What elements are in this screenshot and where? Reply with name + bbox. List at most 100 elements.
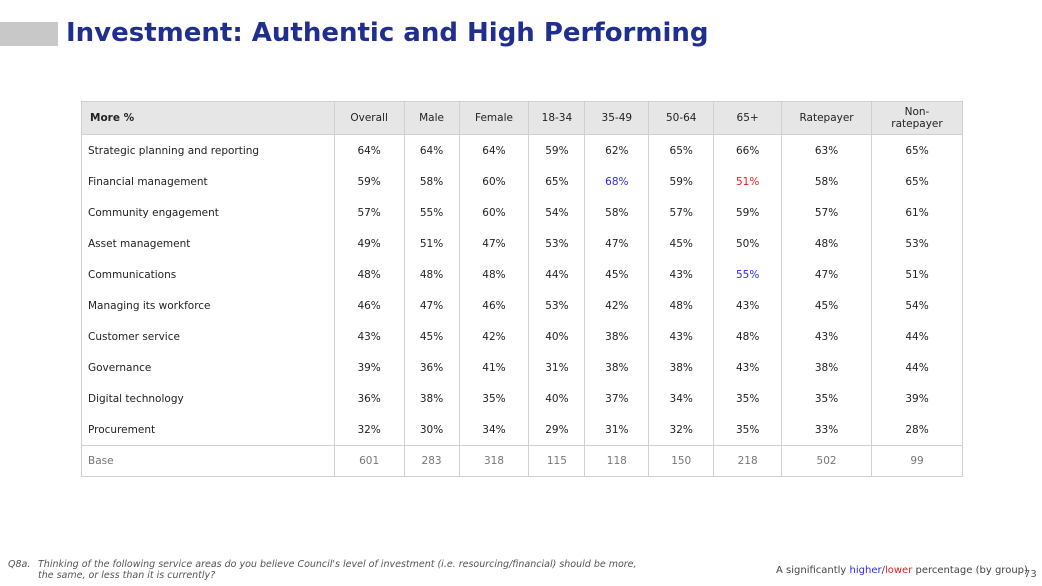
base-cell: 115 [528,445,586,477]
table-row: Customer service 43% 45% 42% 40% 38% 43% 48% 43%… [81,321,963,352]
table-cell: 45% [781,290,872,321]
table-row: Financial management 59% 58% 60% 65% 68% 59% 51… [81,166,963,197]
table-cell: 44% [528,259,586,290]
table-cell: 60% [458,197,530,228]
row-label: Strategic planning and reporting [81,134,335,166]
table-cell: 40% [528,383,586,414]
row-label: Governance [81,352,335,383]
header-18-34: 18-34 [528,101,586,135]
table-cell: 43% [713,290,783,321]
table-cell: 34% [648,383,715,414]
header-female: Female [458,101,530,135]
table-cell: 43% [648,321,715,352]
header-more-pct: More % [81,101,335,135]
base-cell: 283 [403,445,460,477]
table-cell: 58% [584,197,650,228]
table-cell: 36% [333,383,405,414]
table-cell: 47% [403,290,460,321]
header-non-ratepayer: Non- ratepayer [871,101,963,135]
table-cell: 47% [458,228,530,259]
header-male: Male [403,101,460,135]
table-row: Community engagement 57% 55% 60% 54% 58% 57% 59… [81,197,963,228]
table-cell: 62% [584,134,650,166]
table-cell: 65% [871,134,963,166]
table-cell: 39% [871,383,963,414]
significance-legend: A significantly higher/lower percentage … [776,565,1028,576]
table-row: Governance 39% 36% 41% 31% 38% 38% 43% 38% 44% [81,352,963,383]
table-cell: 57% [333,197,405,228]
base-row: Base 601 283 318 115 118 150 218 502 99 [81,445,963,477]
table-cell: 43% [648,259,715,290]
header-50-64: 50-64 [648,101,715,135]
table-cell: 64% [458,134,530,166]
table-header-row: More % Overall Male Female 18-34 35-49 5… [81,101,963,135]
table-row: Digital technology 36% 38% 35% 40% 37% 34% 35% 3… [81,383,963,414]
header-overall: Overall [333,101,405,135]
row-label: Financial management [81,166,335,197]
table-cell: 44% [871,321,963,352]
table-cell: 38% [648,352,715,383]
table-cell: 66% [713,134,783,166]
table-cell: 44% [871,352,963,383]
table-cell: 64% [333,134,405,166]
footnote-text: Thinking of the following service areas … [38,559,637,581]
table-cell: 43% [781,321,872,352]
table-cell: 48% [713,321,783,352]
base-cell: 601 [333,445,405,477]
table-cell: 33% [781,414,872,446]
row-label: Asset management [81,228,335,259]
row-label: Community engagement [81,197,335,228]
table-cell: 47% [781,259,872,290]
table-cell: 31% [528,352,586,383]
table-cell: 40% [528,321,586,352]
table-cell: 34% [458,414,530,446]
legend-slash: / [881,565,885,576]
table-cell: 65% [528,166,586,197]
table-cell: 32% [648,414,715,446]
table-cell: 38% [781,352,872,383]
legend-suffix: percentage (by group) [912,565,1028,576]
row-label: Communications [81,259,335,290]
base-label: Base [81,445,335,477]
row-label: Customer service [81,321,335,352]
page-number: 73 [1024,569,1037,580]
table-cell: 64% [403,134,460,166]
legend-prefix: A significantly [776,565,850,576]
table-cell: 53% [528,290,586,321]
base-cell: 99 [871,445,963,477]
table-cell: 35% [713,383,783,414]
table-cell: 47% [584,228,650,259]
table-cell: 43% [713,352,783,383]
table-cell: 49% [333,228,405,259]
table-row: Asset management 49% 51% 47% 53% 47% 45% 50% 48%… [81,228,963,259]
row-label: Managing its workforce [81,290,335,321]
table-cell: 53% [871,228,963,259]
page-title: Investment: Authentic and High Performin… [66,18,709,48]
legend-higher: higher [849,565,882,576]
table-cell: 55% [713,259,783,290]
table-cell: 35% [781,383,872,414]
table-cell: 30% [403,414,460,446]
table-cell: 59% [333,166,405,197]
table-cell: 28% [871,414,963,446]
table-cell: 48% [333,259,405,290]
title-accent-bar [0,22,58,46]
base-cell: 318 [458,445,530,477]
base-cell: 150 [648,445,715,477]
table-cell: 38% [403,383,460,414]
table-cell: 51% [871,259,963,290]
table-cell: 48% [781,228,872,259]
table-cell: 59% [648,166,715,197]
table-cell: 45% [584,259,650,290]
table-cell: 35% [713,414,783,446]
table-row: Communications 48% 48% 48% 44% 45% 43% 55% 47% 51… [81,259,963,290]
header-65-plus: 65+ [713,101,783,135]
table-cell: 48% [403,259,460,290]
table-cell: 38% [584,321,650,352]
table-cell: 50% [713,228,783,259]
table-cell: 32% [333,414,405,446]
table-cell: 45% [648,228,715,259]
table-cell: 57% [648,197,715,228]
base-cell: 218 [713,445,783,477]
table-cell: 63% [781,134,872,166]
